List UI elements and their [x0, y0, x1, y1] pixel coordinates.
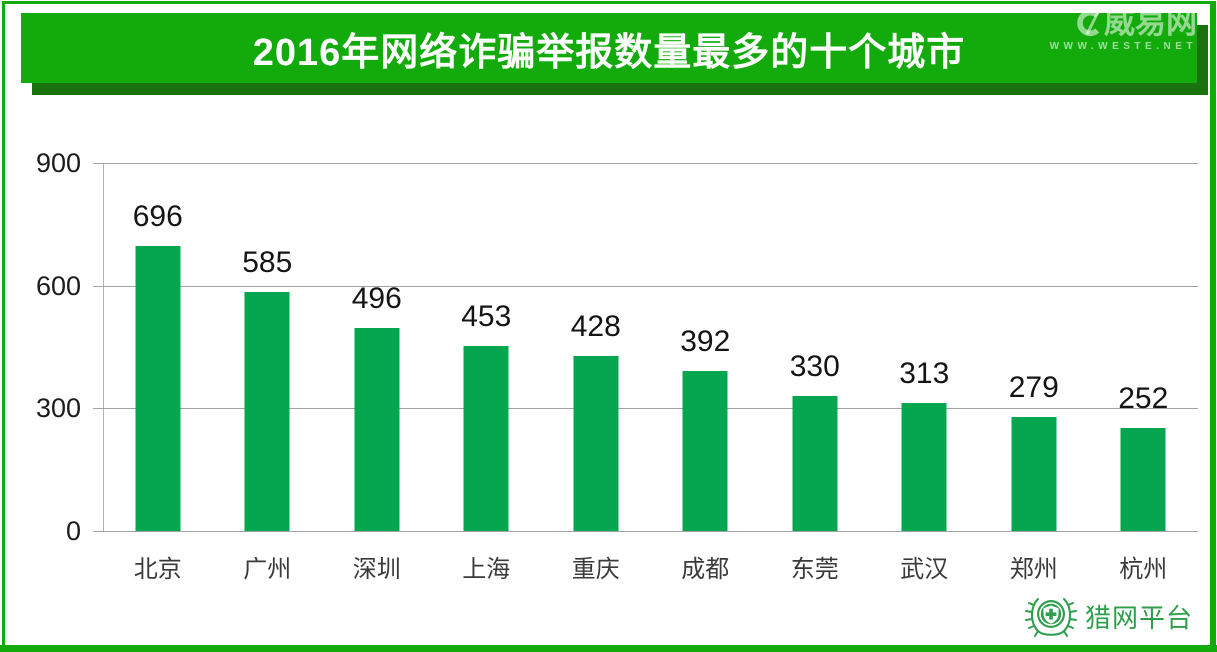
- y-axis-line: [103, 163, 104, 531]
- category-label: 杭州: [1119, 556, 1168, 583]
- gridline-0: [93, 531, 1198, 532]
- bar: [1011, 417, 1057, 531]
- frame-border-right: [1210, 1, 1216, 652]
- bar-column: 330 东莞: [760, 163, 870, 582]
- bar: [792, 396, 838, 531]
- bar-column: 392 成都: [651, 163, 761, 582]
- gridline-900: [93, 163, 1198, 164]
- bar-column: 252 杭州: [1089, 163, 1199, 582]
- frame-border-bottom: [0, 645, 1217, 652]
- bar-column: 585 广州: [213, 163, 323, 582]
- bar: [463, 346, 509, 531]
- bar-value-label: 453: [461, 300, 512, 333]
- frame-border-top: [2, 1, 1215, 4]
- bar-column: 496 深圳: [322, 163, 432, 582]
- watermark-site-name: 威易网: [1104, 5, 1197, 40]
- category-label: 东莞: [790, 556, 839, 583]
- liewang-emblem-icon: [1024, 590, 1077, 642]
- bar-value-label: 330: [789, 350, 840, 383]
- bar: [1120, 428, 1166, 531]
- bar-column: 313 武汉: [870, 163, 980, 582]
- bar-value-label: 252: [1118, 382, 1169, 415]
- footer-logo: 猎网平台: [1024, 590, 1193, 642]
- bar-value-label: 279: [1008, 371, 1059, 404]
- category-label: 广州: [243, 556, 292, 583]
- bar-column: 696 北京: [103, 163, 213, 582]
- category-label: 上海: [462, 556, 511, 583]
- category-label: 成都: [681, 556, 730, 583]
- category-label: 北京: [133, 556, 182, 583]
- bar-value-label: 585: [242, 246, 293, 279]
- bar-value-label: 392: [680, 325, 731, 358]
- title-banner: 2016年网络诈骗举报数量最多的十个城市: [21, 13, 1197, 83]
- gridline-300: [93, 408, 1198, 410]
- bar-value-label: 496: [351, 282, 402, 315]
- bar-value-label: 313: [899, 357, 950, 390]
- weste-logo-icon: [1073, 9, 1101, 37]
- category-label: 郑州: [1009, 556, 1058, 583]
- bar: [901, 403, 947, 531]
- gridline-600: [93, 285, 1198, 287]
- y-tick-label: 600: [35, 270, 81, 301]
- category-label: 武汉: [900, 556, 949, 583]
- bar: [244, 292, 290, 531]
- frame-border-left: [2, 1, 5, 646]
- bar: [354, 328, 400, 531]
- y-tick-label: 300: [35, 393, 81, 424]
- bar-value-label: 696: [132, 200, 183, 233]
- plot-area: 696 北京 585 广州 496 深圳 453 上海 428 重庆 392 成都 330 东莞 313 武汉…: [93, 163, 1199, 582]
- category-label: 深圳: [352, 556, 401, 583]
- footer-logo-label: 猎网平台: [1084, 602, 1193, 633]
- watermark: 威易网 WWW.WESTE.NET: [1050, 7, 1197, 52]
- bar-value-label: 428: [570, 310, 621, 343]
- y-tick-label: 900: [35, 148, 81, 178]
- y-tick-label: 0: [65, 516, 81, 546]
- bar-column: 428 重庆: [541, 163, 651, 582]
- bar: [135, 246, 181, 531]
- watermark-url: WWW.WESTE.NET: [1049, 41, 1197, 52]
- category-label: 重庆: [571, 556, 620, 583]
- bar: [682, 371, 728, 531]
- bar-column: 453 上海: [432, 163, 542, 582]
- bar-column: 279 郑州: [979, 163, 1089, 582]
- bar: [573, 356, 619, 531]
- page-title: 2016年网络诈骗举报数量最多的十个城市: [252, 31, 966, 74]
